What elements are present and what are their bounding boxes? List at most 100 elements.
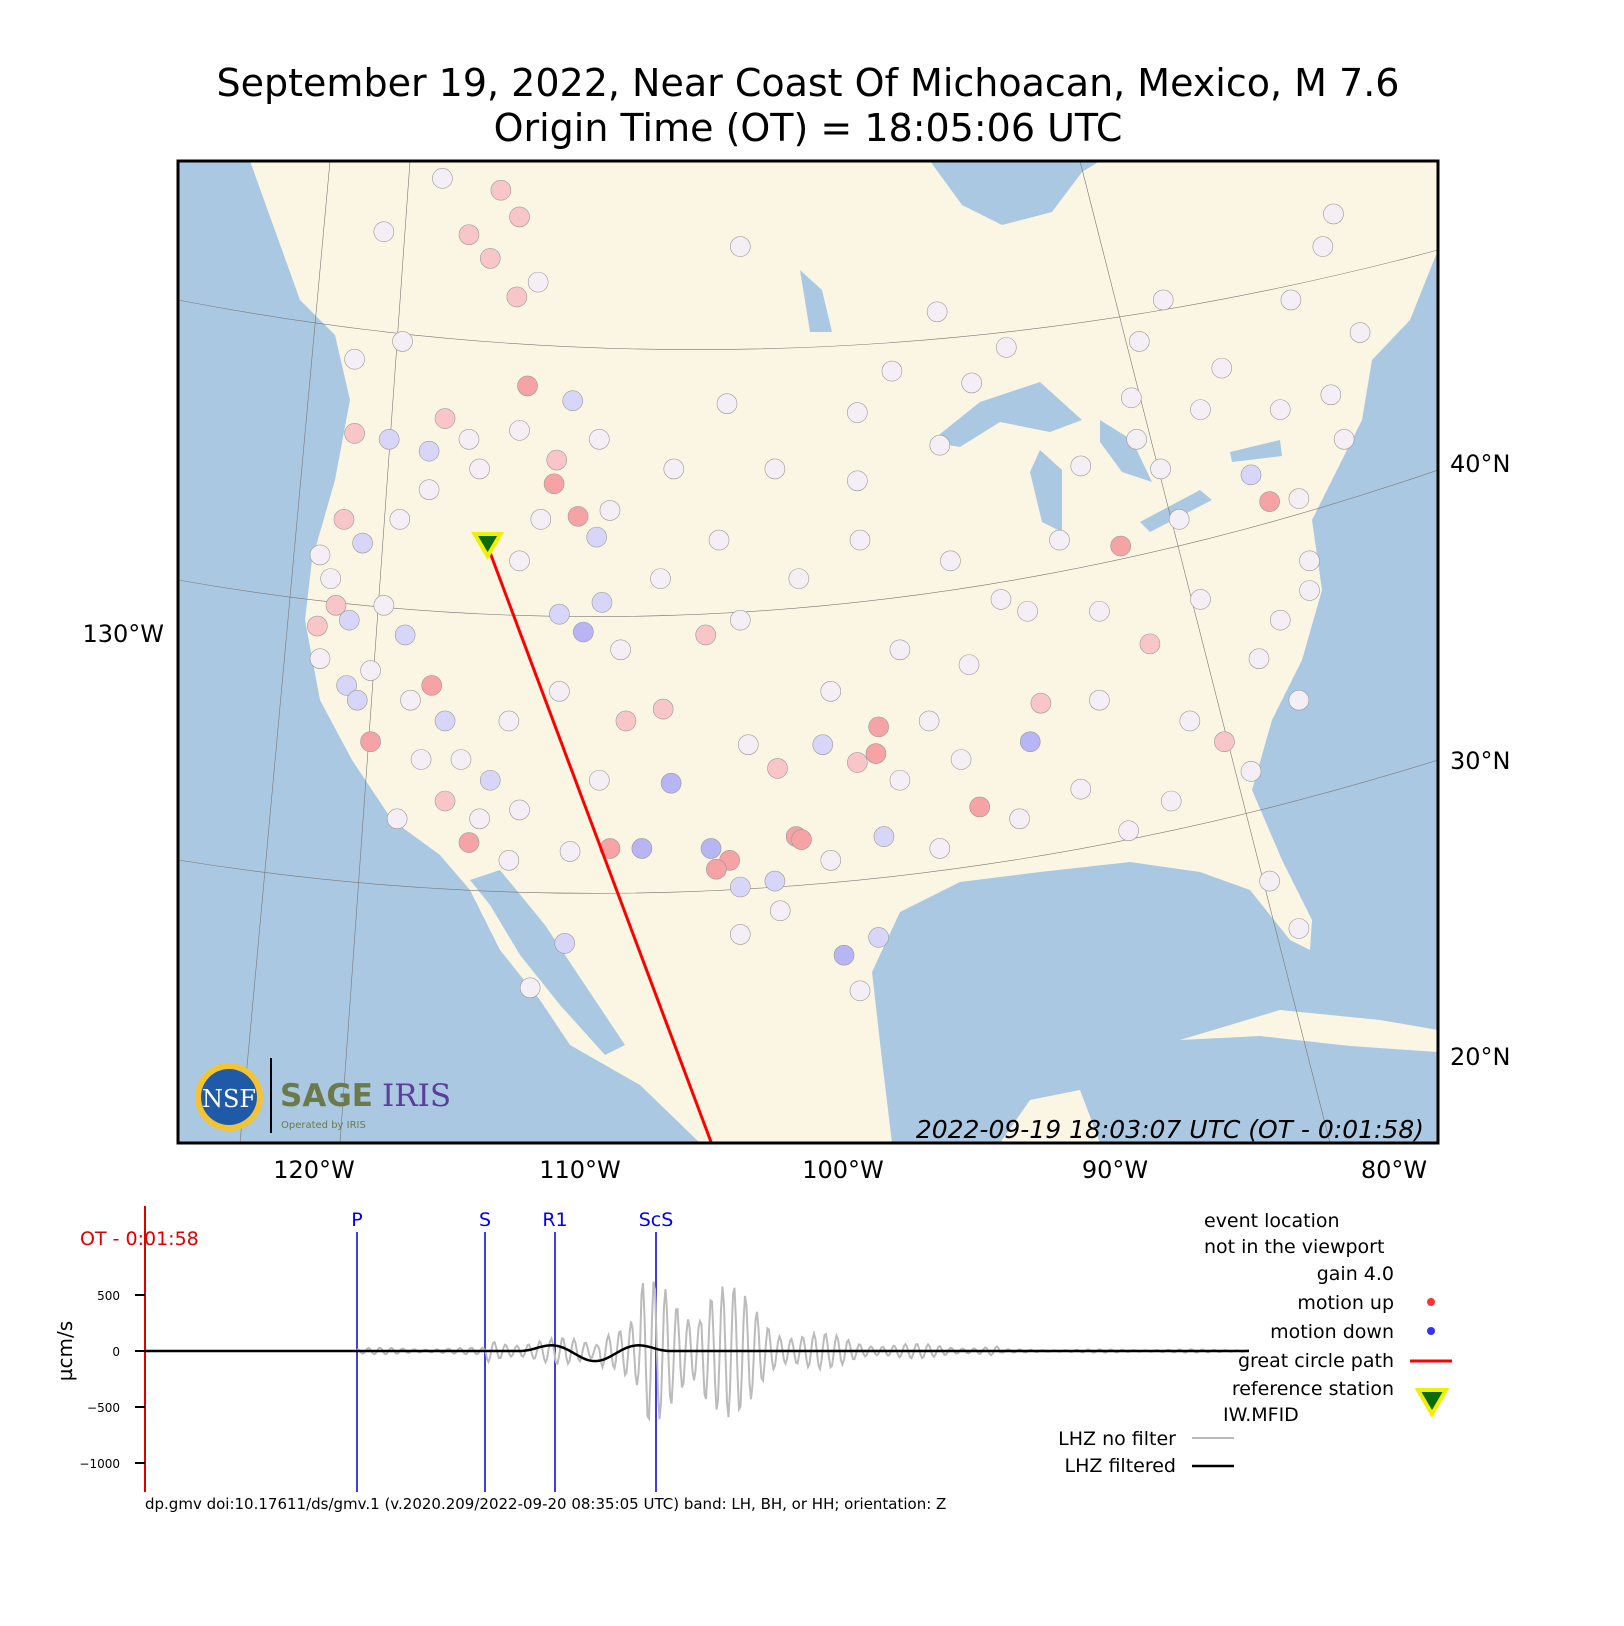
station-marker[interactable] [737, 734, 759, 755]
station-marker[interactable] [546, 449, 568, 471]
station-marker[interactable] [490, 179, 512, 201]
station-marker[interactable] [652, 698, 674, 720]
station-marker[interactable] [1118, 820, 1139, 841]
station-marker[interactable] [1049, 529, 1070, 551]
station-marker[interactable] [847, 470, 868, 492]
station-marker[interactable] [889, 639, 911, 661]
station-marker[interactable] [360, 731, 381, 753]
station-marker[interactable] [958, 654, 980, 675]
map[interactable]: NSF SAGE IRIS Operated by IRIS 2022-09-1… [178, 161, 1438, 1144]
station-marker[interactable] [458, 428, 480, 450]
station-marker[interactable] [1110, 535, 1131, 557]
station-marker[interactable] [333, 509, 355, 530]
station-marker[interactable] [1168, 509, 1190, 530]
station-marker[interactable] [336, 675, 357, 696]
station-marker[interactable] [498, 850, 520, 871]
station-marker[interactable] [1299, 580, 1320, 601]
station-marker[interactable] [764, 870, 786, 892]
station-marker[interactable] [729, 876, 751, 898]
station-marker[interactable] [554, 933, 576, 954]
station-marker[interactable] [791, 829, 812, 850]
station-marker[interactable] [788, 568, 810, 589]
station-marker[interactable] [849, 980, 871, 1002]
station-marker[interactable] [1152, 289, 1174, 311]
station-marker[interactable] [509, 799, 530, 821]
station-marker[interactable] [389, 509, 411, 530]
station-marker[interactable] [458, 832, 480, 853]
station-marker[interactable] [1030, 692, 1052, 714]
station-marker[interactable] [309, 544, 331, 566]
station-marker[interactable] [562, 390, 584, 412]
station-marker[interactable] [458, 224, 480, 245]
station-marker[interactable] [833, 944, 855, 966]
station-marker[interactable] [1089, 689, 1110, 711]
station-marker[interactable] [432, 168, 453, 189]
station-marker[interactable] [660, 772, 682, 794]
station-marker[interactable] [847, 402, 868, 423]
station-marker[interactable] [706, 858, 727, 880]
station-marker[interactable] [1259, 870, 1280, 892]
station-marker[interactable] [918, 710, 940, 732]
station-marker[interactable] [631, 838, 653, 859]
station-marker[interactable] [418, 479, 440, 500]
station-marker[interactable] [1129, 331, 1150, 352]
station-marker[interactable] [559, 841, 581, 862]
station-marker[interactable] [950, 749, 972, 770]
station-marker[interactable] [519, 977, 541, 999]
station-marker[interactable] [549, 603, 570, 625]
station-marker[interactable] [1288, 689, 1310, 711]
station-marker[interactable] [506, 286, 528, 308]
station-marker[interactable] [929, 838, 951, 859]
station-marker[interactable] [990, 589, 1012, 610]
station-marker[interactable] [868, 927, 889, 948]
station-marker[interactable] [573, 621, 594, 643]
station-marker[interactable] [421, 675, 443, 696]
station-marker[interactable] [1019, 731, 1041, 753]
station-marker[interactable] [820, 850, 842, 871]
station-marker[interactable] [663, 458, 685, 480]
station-marker[interactable] [469, 808, 490, 830]
reference-station-marker[interactable] [471, 532, 505, 560]
station-marker[interactable] [589, 428, 610, 450]
station-marker[interactable] [847, 752, 868, 773]
station-marker[interactable] [1299, 550, 1320, 572]
station-marker[interactable] [392, 331, 413, 352]
station-marker[interactable] [509, 206, 530, 228]
station-marker[interactable] [849, 529, 871, 551]
station-marker[interactable] [1259, 491, 1280, 512]
station-marker[interactable] [1150, 458, 1171, 480]
station-marker[interactable] [961, 372, 983, 394]
station-marker[interactable] [1214, 731, 1235, 753]
station-marker[interactable] [517, 375, 538, 397]
station-marker[interactable] [498, 710, 520, 732]
station-marker[interactable] [812, 734, 834, 755]
station-marker[interactable] [1126, 428, 1147, 450]
station-marker[interactable] [1320, 384, 1342, 406]
station-marker[interactable] [373, 221, 395, 243]
station-marker[interactable] [599, 500, 621, 521]
station-marker[interactable] [549, 681, 570, 702]
station-marker[interactable] [309, 648, 331, 669]
station-marker[interactable] [1139, 633, 1161, 655]
station-marker[interactable] [394, 624, 416, 646]
station-marker[interactable] [1070, 455, 1092, 477]
station-marker[interactable] [527, 271, 549, 293]
station-marker[interactable] [1269, 609, 1291, 631]
station-marker[interactable] [1121, 387, 1142, 409]
station-marker[interactable] [1211, 357, 1233, 379]
station-marker[interactable] [344, 423, 365, 444]
station-marker[interactable] [650, 568, 671, 589]
station-marker[interactable] [1333, 428, 1355, 450]
station-marker[interactable] [479, 248, 501, 269]
station-marker[interactable] [1280, 289, 1302, 311]
station-marker[interactable] [764, 458, 786, 480]
station-marker[interactable] [591, 592, 613, 613]
station-marker[interactable] [708, 529, 730, 551]
station-marker[interactable] [307, 615, 328, 637]
station-marker[interactable] [868, 716, 889, 738]
station-marker[interactable] [615, 710, 637, 732]
station-marker[interactable] [889, 769, 911, 791]
station-marker[interactable] [352, 532, 373, 554]
station-marker[interactable] [469, 458, 490, 480]
station-marker[interactable] [325, 595, 347, 616]
